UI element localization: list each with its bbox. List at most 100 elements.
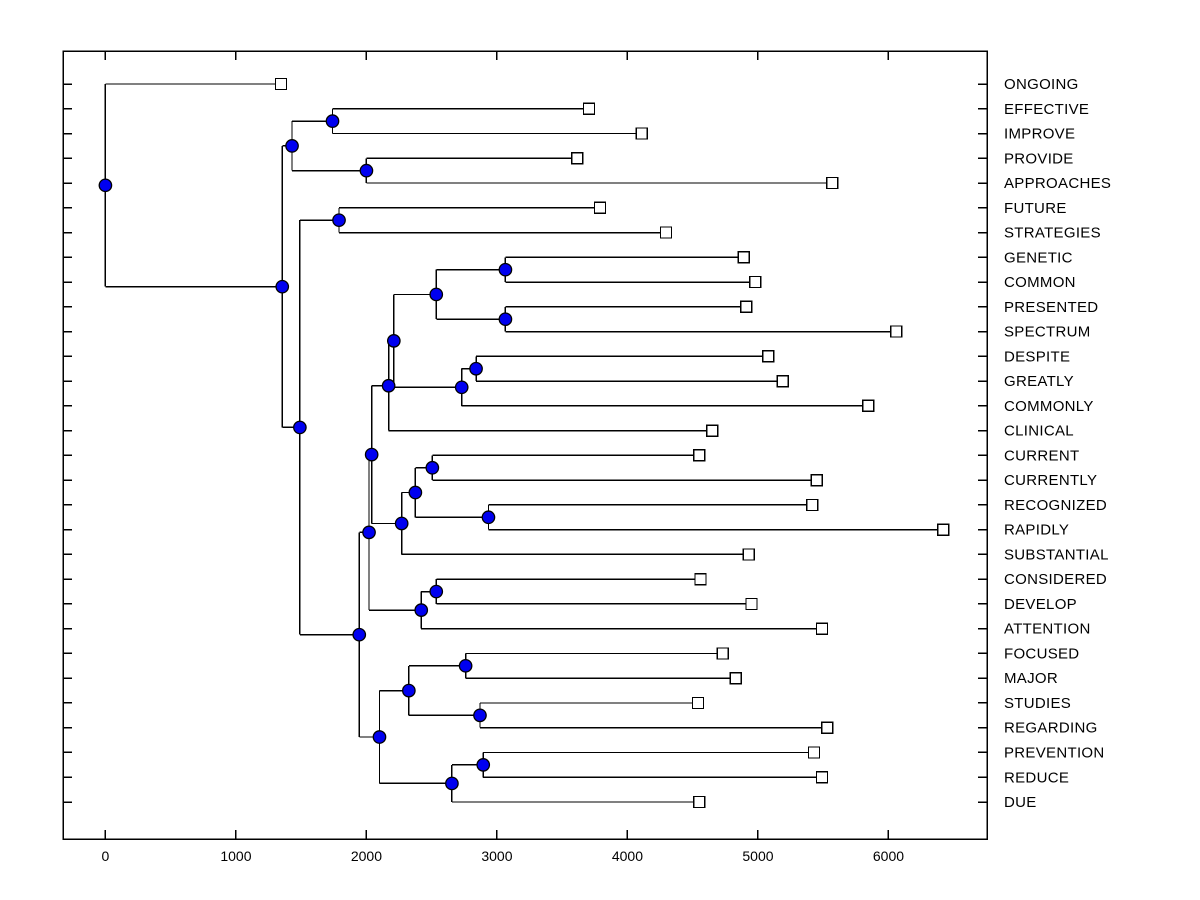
internal-node-marker: [98, 178, 113, 193]
x-tick-label: 4000: [612, 848, 643, 864]
internal-node-marker: [325, 114, 340, 128]
leaf-label: RAPIDLY: [1004, 522, 1069, 539]
leaf-label: CURRENTLY: [1004, 472, 1097, 489]
x-tick-label: 3000: [481, 848, 512, 864]
leaf-marker: [815, 771, 829, 784]
leaf-label: REGARDING: [1004, 720, 1098, 737]
x-tick-label: 5000: [742, 848, 773, 864]
leaf-marker: [815, 622, 829, 635]
leaf-marker: [729, 672, 742, 685]
x-tick-label: 6000: [873, 848, 904, 864]
leaf-marker: [716, 647, 729, 660]
internal-node-marker: [408, 485, 423, 500]
leaf-label: STRATEGIES: [1004, 225, 1101, 242]
leaf-label: FUTURE: [1004, 200, 1067, 217]
leaf-marker: [737, 251, 750, 264]
leaf-label: DUE: [1004, 794, 1037, 811]
leaf-label: ATTENTION: [1004, 621, 1091, 638]
internal-node-marker: [293, 420, 307, 435]
internal-node-marker: [481, 510, 496, 525]
leaf-label: DESPITE: [1004, 348, 1070, 365]
internal-node-marker: [352, 627, 367, 642]
internal-node-marker: [429, 287, 444, 302]
x-tick-label: 1000: [220, 848, 251, 864]
leaf-label: APPROACHES: [1004, 175, 1111, 192]
x-tick-label: 0: [102, 848, 110, 864]
leaf-marker: [582, 102, 596, 115]
x-tick-label: 2000: [351, 848, 382, 864]
leaf-marker: [820, 721, 834, 734]
internal-node-marker: [364, 447, 379, 462]
leaf-marker: [694, 573, 707, 586]
leaf-label: PRESENTED: [1004, 299, 1098, 316]
leaf-marker: [571, 152, 584, 165]
leaf-label: PREVENTION: [1004, 744, 1105, 761]
leaf-label: IMPROVE: [1004, 126, 1075, 143]
internal-node-marker: [285, 139, 299, 153]
leaf-marker: [691, 696, 705, 710]
leaf-label: CLINICAL: [1004, 423, 1074, 440]
internal-node-marker: [498, 262, 513, 277]
leaf-marker: [659, 226, 673, 239]
leaf-marker: [805, 498, 819, 512]
internal-node-marker: [454, 380, 469, 395]
internal-node-marker: [386, 334, 401, 348]
internal-node-marker: [359, 163, 374, 178]
leaf-label: GREATLY: [1004, 373, 1074, 390]
internal-node-marker: [469, 361, 483, 376]
internal-node-marker: [381, 378, 396, 393]
leaf-label: GENETIC: [1004, 249, 1073, 266]
leaf-label: FOCUSED: [1004, 645, 1079, 662]
leaf-marker: [274, 77, 288, 91]
internal-node-marker: [473, 708, 487, 723]
plot-box: [62, 50, 988, 840]
leaf-marker: [740, 300, 753, 313]
leaf-label: SUBSTANTIAL: [1004, 546, 1109, 563]
internal-node-marker: [476, 758, 491, 772]
internal-node-marker: [425, 460, 440, 475]
leaf-label: PROVIDE: [1004, 150, 1074, 167]
leaf-label: REDUCE: [1004, 769, 1069, 786]
tree-branches: [104, 83, 944, 803]
plot-text: 0 1000 2000 3000 4000 5000 6000 ONGOING EFFECTIV…: [102, 76, 1111, 864]
internal-node-marker: [445, 776, 459, 791]
internal-node-marker: [362, 525, 376, 540]
leaf-label: DEVELOP: [1004, 596, 1077, 613]
leaf-marker: [749, 275, 762, 289]
leaf-label: MAJOR: [1004, 670, 1058, 687]
internal-node-marker: [401, 683, 416, 698]
leaf-label: STUDIES: [1004, 695, 1071, 712]
leaf-marker: [745, 597, 758, 611]
leaf-label: EFFECTIVE: [1004, 101, 1089, 118]
leaf-marker: [826, 176, 839, 190]
internal-node-marker: [498, 312, 513, 327]
internal-node-marker: [429, 584, 444, 599]
leaf-label: CONSIDERED: [1004, 571, 1107, 588]
leaf-label: COMMONLY: [1004, 398, 1094, 415]
leaf-label: ONGOING: [1004, 76, 1079, 93]
tree-markers: [98, 77, 950, 809]
internal-node-marker: [372, 730, 387, 744]
leaf-marker: [635, 127, 648, 140]
internal-node-marker: [458, 658, 473, 673]
internal-node-marker: [332, 213, 346, 228]
leaf-marker: [762, 350, 775, 363]
leaf-marker: [776, 374, 789, 388]
leaf-marker: [742, 548, 755, 561]
leaf-label: SPECTRUM: [1004, 324, 1091, 341]
leaf-marker: [693, 795, 706, 809]
axis: [62, 50, 988, 840]
leaf-marker: [890, 325, 903, 338]
leaf-marker: [937, 523, 950, 536]
leaf-marker: [693, 449, 706, 462]
leaf-marker: [807, 746, 821, 759]
internal-node-marker: [394, 516, 409, 531]
internal-node-marker: [275, 279, 290, 294]
leaf-marker: [593, 201, 607, 214]
leaf-label: COMMON: [1004, 274, 1076, 291]
leaf-marker: [862, 399, 875, 413]
leaf-label: RECOGNIZED: [1004, 497, 1107, 514]
leaf-marker: [810, 473, 823, 487]
